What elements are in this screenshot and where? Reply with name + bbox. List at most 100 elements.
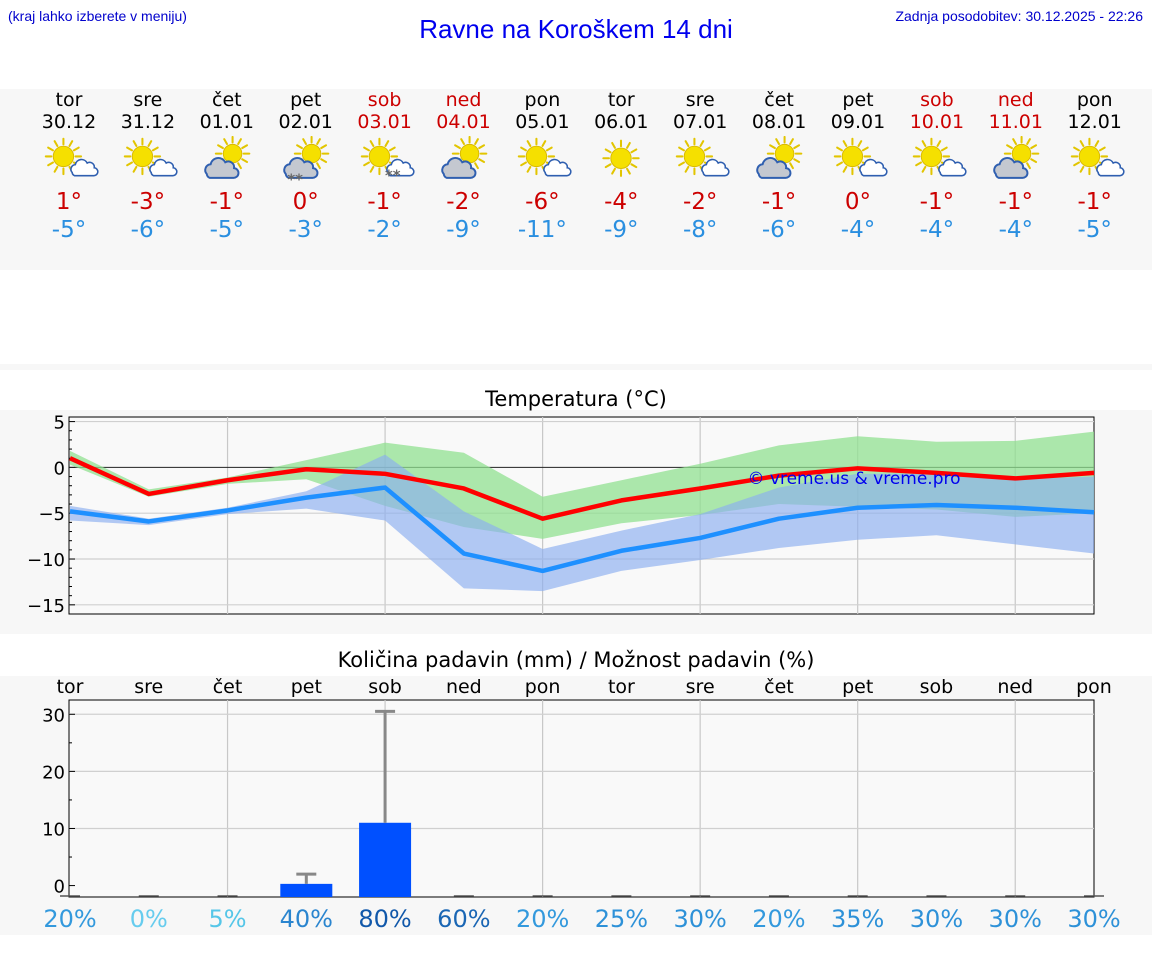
day-min-temp: -8°	[682, 217, 718, 243]
precip-day-label: čet	[213, 676, 243, 698]
precip-day-label: ned	[446, 676, 482, 698]
day-date: 04.01	[436, 111, 491, 133]
day-column: čet 08.01 -1° -6°	[739, 89, 819, 244]
last-updated: Zadnja posodobitev: 30.12.2025 - 22:26	[895, 8, 1143, 24]
temperature-chart-title: Temperatura (°C)	[485, 387, 667, 411]
day-weekday: pon	[524, 89, 561, 111]
day-max-temp: 1°	[55, 189, 83, 215]
day-max-temp: -6°	[525, 189, 560, 215]
svg-text:**: **	[287, 170, 303, 188]
day-max-temp: 0°	[844, 189, 872, 215]
day-date: 06.01	[594, 111, 649, 133]
day-max-temp: -3°	[130, 189, 166, 215]
precip-probability-label: 25%	[595, 905, 648, 933]
day-max-temp: 0°	[292, 189, 319, 215]
day-min-temp: -5°	[1077, 217, 1112, 243]
precip-ytick-label: 30	[42, 705, 65, 726]
day-date: 10.01	[909, 111, 965, 133]
day-date: 09.01	[830, 111, 886, 133]
section-divider	[0, 364, 1152, 370]
temp-ytick-label: −5	[38, 504, 65, 525]
precip-plot-area	[68, 699, 1095, 898]
day-max-temp: -1°	[919, 189, 955, 215]
temp-ytick-label: 0	[54, 458, 65, 479]
temp-ytick-label: 5	[54, 413, 65, 434]
day-min-temp: -5°	[51, 217, 87, 243]
day-weekday: tor	[607, 89, 635, 111]
day-column: pet 02.01 ** 0° -3°	[266, 89, 346, 244]
day-weekday: pon	[1076, 89, 1113, 111]
max-temp-line	[69, 456, 1095, 521]
daily-forecast-strip: tor 30.12 1° -5° sre 31.12 -3° -6° čet 01.01 -1° -5…	[0, 89, 1152, 270]
precip-day-label: čet	[764, 676, 794, 698]
precip-probability-label: 0%	[130, 905, 168, 933]
precipitation-chart-title: Količina padavin (mm) / Možnost padavin …	[337, 648, 815, 672]
day-weekday: pet	[290, 89, 322, 111]
day-min-temp: -4°	[919, 217, 955, 243]
day-weekday: sre	[685, 89, 715, 111]
day-weekday: čet	[212, 89, 242, 111]
precip-probability-label: 30%	[910, 905, 963, 933]
day-weekday: ned	[997, 89, 1034, 111]
cloud-sun-icon	[440, 136, 487, 179]
day-date: 11.01	[988, 111, 1043, 133]
max-temp-range-band	[70, 431, 1094, 539]
location-hint-link[interactable]: (kraj lahko izberete v meniju)	[8, 8, 187, 24]
precip-probability-label: 35%	[831, 905, 884, 933]
day-min-temp: -4°	[840, 217, 876, 243]
day-weekday: sob	[920, 89, 954, 111]
precip-ytick-label: 10	[42, 819, 65, 840]
precip-day-label: sre	[134, 676, 163, 698]
day-date: 02.01	[278, 111, 333, 133]
day-column: ned 11.01 -1° -4°	[976, 89, 1056, 244]
day-max-temp: -1°	[1077, 189, 1112, 215]
day-date: 01.01	[199, 111, 254, 133]
sun-icon	[602, 139, 640, 177]
precip-day-label: sob	[920, 676, 954, 698]
precip-day-label: tor	[608, 676, 635, 698]
day-max-temp: -2°	[682, 189, 718, 215]
precip-probability-label: 60%	[437, 905, 490, 933]
precip-bar	[359, 822, 412, 897]
precip-day-label: tor	[57, 676, 84, 698]
day-column: čet 01.01 -1° -5°	[187, 89, 267, 244]
day-min-temp: -6°	[130, 217, 166, 243]
watermark-text: © vreme.us & vreme.pro	[747, 469, 960, 489]
precip-probability-label: 40%	[280, 905, 333, 933]
day-date: 12.01	[1067, 111, 1122, 133]
day-max-temp: -2°	[446, 189, 481, 215]
day-max-temp: -1°	[367, 189, 402, 215]
day-min-temp: -2°	[367, 217, 402, 243]
precip-bar	[280, 883, 333, 897]
cloud-sun-snow-icon: **	[282, 136, 329, 188]
day-column: tor 30.12 1° -5°	[29, 89, 109, 244]
precip-probability-label: 30%	[1067, 905, 1120, 933]
day-weekday: ned	[445, 89, 482, 111]
cloud-sun-icon	[204, 136, 251, 179]
day-weekday: sob	[367, 89, 402, 111]
day-date: 30.12	[41, 111, 97, 133]
day-column: sob 10.01 -1° -4°	[897, 89, 977, 244]
day-column: pon 12.01 -1° -5°	[1055, 89, 1135, 244]
day-max-temp: -1°	[998, 189, 1034, 215]
day-column: pet 09.01 0° -4°	[818, 89, 898, 244]
precip-day-label: sre	[686, 676, 715, 698]
precip-day-label: pon	[525, 676, 561, 698]
day-min-temp: -6°	[761, 217, 797, 243]
precip-day-label: ned	[997, 676, 1033, 698]
precip-probability-label: 20%	[516, 905, 569, 933]
temp-ytick-label: −10	[27, 550, 65, 571]
day-min-temp: -5°	[209, 217, 245, 243]
sun-cloud-icon	[912, 137, 967, 177]
day-min-temp: -9°	[446, 217, 481, 243]
day-column: tor 06.01 -4° -9°	[581, 89, 661, 244]
day-weekday: čet	[764, 89, 794, 111]
day-min-temp: -9°	[604, 217, 639, 243]
sun-cloud-icon	[833, 137, 888, 177]
sun-cloud-icon	[675, 137, 730, 177]
sun-cloud-icon	[44, 137, 99, 177]
day-column: sre 31.12 -3° -6°	[108, 89, 188, 244]
day-column: sre 07.01 -2° -8°	[660, 89, 740, 244]
day-min-temp: -11°	[517, 217, 567, 243]
svg-text:**: **	[385, 167, 401, 185]
